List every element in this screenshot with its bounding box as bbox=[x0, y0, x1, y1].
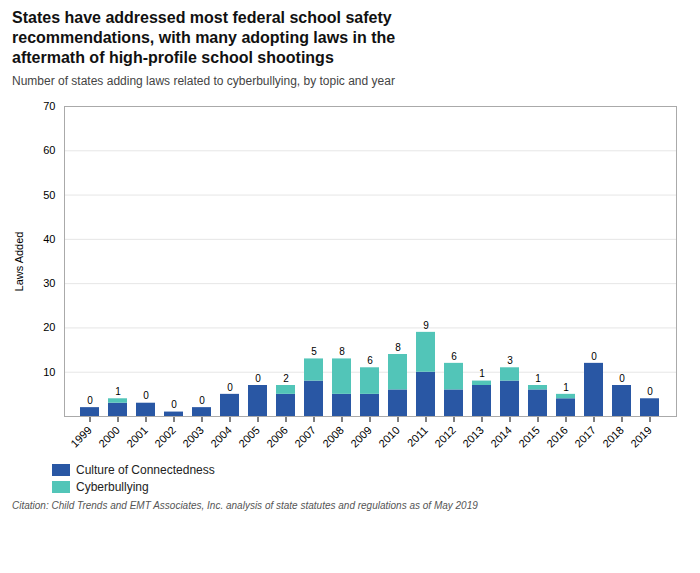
svg-text:0: 0 bbox=[619, 373, 625, 384]
svg-text:6: 6 bbox=[451, 351, 457, 362]
svg-text:60: 60 bbox=[43, 144, 55, 156]
html-text:Number of states adding laws r: Number of states adding laws related to … bbox=[12, 74, 395, 88]
svg-text:2003: 2003 bbox=[180, 424, 206, 450]
svg-text:2010: 2010 bbox=[376, 424, 402, 450]
svg-text:Laws Added: Laws Added bbox=[13, 232, 25, 292]
svg-text:2: 2 bbox=[283, 373, 289, 384]
svg-text:0: 0 bbox=[143, 390, 149, 401]
svg-text:2007: 2007 bbox=[292, 424, 318, 450]
svg-text:0: 0 bbox=[199, 395, 205, 406]
svg-text:70: 70 bbox=[43, 100, 55, 112]
svg-text:3: 3 bbox=[507, 355, 513, 366]
svg-text:40: 40 bbox=[43, 233, 55, 245]
svg-text:2012: 2012 bbox=[432, 424, 458, 450]
svg-text:1: 1 bbox=[535, 373, 541, 384]
svg-text:1: 1 bbox=[563, 382, 569, 393]
svg-text:2016: 2016 bbox=[544, 424, 570, 450]
svg-text:0: 0 bbox=[171, 399, 177, 410]
svg-text:2017: 2017 bbox=[572, 424, 598, 450]
svg-text:1: 1 bbox=[479, 368, 485, 379]
svg-text:2008: 2008 bbox=[320, 424, 346, 450]
svg-text:8: 8 bbox=[339, 346, 345, 357]
svg-text:10: 10 bbox=[43, 366, 55, 378]
html-text:States have addressed most fed: States have addressed most federal schoo… bbox=[12, 9, 396, 66]
svg-text:2000: 2000 bbox=[96, 424, 122, 450]
svg-text:8: 8 bbox=[395, 342, 401, 353]
svg-text:0: 0 bbox=[87, 395, 93, 406]
svg-text:20: 20 bbox=[43, 321, 55, 333]
svg-text:30: 30 bbox=[43, 277, 55, 289]
svg-text:0: 0 bbox=[591, 351, 597, 362]
svg-text:2009: 2009 bbox=[348, 424, 374, 450]
svg-text:2004: 2004 bbox=[208, 424, 234, 450]
svg-text:1999: 1999 bbox=[68, 424, 94, 450]
svg-text:2011: 2011 bbox=[405, 424, 430, 449]
html-text:Culture of Connectedness: Culture of Connectedness bbox=[76, 463, 215, 477]
svg-text:2018: 2018 bbox=[600, 424, 626, 450]
svg-text:2005: 2005 bbox=[236, 424, 262, 450]
svg-text:0: 0 bbox=[647, 386, 653, 397]
svg-text:50: 50 bbox=[43, 189, 55, 201]
svg-text:2015: 2015 bbox=[516, 424, 542, 450]
svg-text:2001: 2001 bbox=[124, 424, 150, 450]
svg-text:5: 5 bbox=[311, 346, 317, 357]
svg-text:0: 0 bbox=[255, 373, 261, 384]
svg-text:6: 6 bbox=[367, 355, 373, 366]
svg-text:2002: 2002 bbox=[152, 424, 178, 450]
html-text:Cyberbullying: Cyberbullying bbox=[76, 480, 149, 494]
svg-text:2013: 2013 bbox=[460, 424, 486, 450]
svg-text:2019: 2019 bbox=[628, 424, 654, 450]
svg-text:2014: 2014 bbox=[488, 424, 514, 450]
svg-text:1: 1 bbox=[115, 386, 121, 397]
svg-text:0: 0 bbox=[227, 382, 233, 393]
svg-text:2006: 2006 bbox=[264, 424, 290, 450]
html-text:Citation: Child Trends and EMT: Citation: Child Trends and EMT Associate… bbox=[12, 500, 478, 511]
svg-text:9: 9 bbox=[423, 320, 429, 331]
